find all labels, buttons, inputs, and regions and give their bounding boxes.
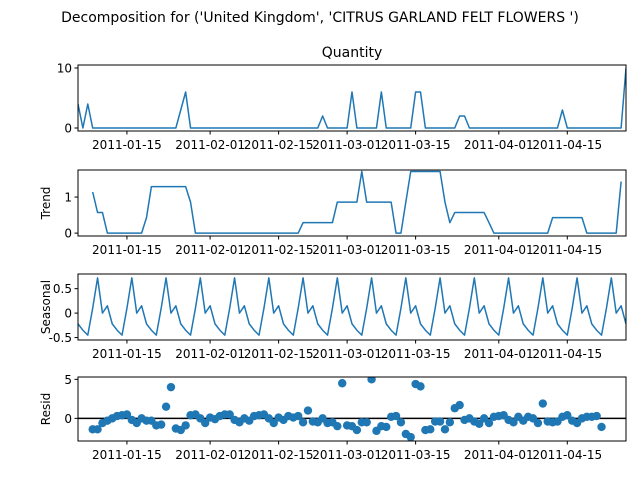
x-tick-label: 2011-02-15 [244, 347, 314, 361]
plot-area [78, 377, 626, 441]
resid-point [416, 382, 425, 391]
y-axis-label: Resid [39, 393, 53, 425]
resid-point [475, 419, 484, 429]
x-tick-label: 2011-03-15 [381, 347, 451, 361]
resid-point [201, 418, 210, 428]
resid-point [122, 410, 132, 419]
plot-area [91, 170, 622, 234]
x-tick-label: 2011-01-15 [92, 243, 162, 257]
x-tick-label: 2011-03-01 [312, 138, 382, 152]
resid-point [367, 377, 376, 384]
resid-point [93, 425, 102, 434]
y-tick-label: 0.5 [53, 282, 72, 296]
resid-point [509, 418, 518, 427]
x-tick-label: 2011-04-15 [532, 138, 602, 152]
resid-point [396, 418, 406, 427]
x-tick-label: 2011-03-01 [312, 243, 382, 257]
series-line [91, 170, 622, 234]
resid-point [406, 432, 415, 441]
resid-point [440, 425, 450, 434]
y-tick-label: 0 [64, 307, 72, 321]
x-tick-label: 2011-02-01 [175, 138, 245, 152]
resid-point [293, 411, 303, 421]
axes-frame [77, 273, 627, 341]
x-tick-label: 2011-02-15 [244, 448, 314, 462]
resid-point [538, 399, 548, 408]
resid-point [303, 406, 313, 415]
resid-point [445, 418, 455, 427]
y-tick-label: -0.5 [49, 331, 72, 345]
resid-point [533, 418, 543, 428]
resid-point [563, 411, 572, 420]
x-tick-label: 2011-02-01 [175, 243, 245, 257]
resid-point [333, 421, 342, 431]
x-tick-label: 2011-02-15 [244, 243, 314, 257]
resid-point [225, 410, 234, 419]
x-tick-label: 2011-03-15 [381, 243, 451, 257]
resid-point [484, 418, 494, 428]
y-tick-label: 0 [64, 412, 72, 426]
resid-point [338, 379, 347, 388]
series-line [78, 277, 626, 336]
series-line [78, 67, 626, 129]
resid-point [455, 400, 464, 410]
y-tick-label: 10 [57, 62, 72, 76]
resid-point [426, 425, 435, 434]
y-tick-label: 5 [64, 373, 72, 387]
x-tick-label: 2011-02-01 [175, 448, 245, 462]
x-tick-label: 2011-03-15 [381, 138, 451, 152]
plot-area [78, 67, 626, 129]
resid-point [161, 402, 171, 411]
x-tick-label: 2011-01-15 [92, 347, 162, 361]
x-tick-label: 2011-04-01 [464, 138, 534, 152]
resid-point [166, 382, 176, 392]
x-tick-label: 2011-04-15 [532, 448, 602, 462]
plot-area [78, 277, 626, 336]
panel-title: Quantity [322, 45, 383, 61]
resid-point [156, 420, 166, 429]
resid-point [298, 418, 308, 427]
x-tick-label: 2011-04-01 [464, 243, 534, 257]
x-tick-label: 2011-02-01 [175, 347, 245, 361]
axes-frame [77, 64, 627, 132]
resid-point [391, 411, 401, 421]
axes-frame [77, 376, 627, 442]
resid-point [597, 422, 606, 432]
x-tick-label: 2011-04-15 [532, 243, 602, 257]
y-tick-label: 0 [64, 122, 72, 136]
panel-1: Quantity 0 10 2011-01-15 2011-02-012011-02-1… [57, 45, 627, 152]
x-tick-label: 2011-01-15 [92, 448, 162, 462]
resid-point [181, 421, 190, 430]
x-tick-label: 2011-04-01 [464, 347, 534, 361]
y-tick-label: 1 [64, 191, 72, 205]
x-tick-label: 2011-04-15 [532, 347, 602, 361]
x-tick-label: 2011-02-15 [244, 138, 314, 152]
resid-point [435, 417, 445, 426]
resid-point [352, 425, 362, 435]
x-tick-label: 2011-03-01 [312, 347, 382, 361]
y-tick-label: 0 [64, 227, 72, 241]
axes-frame [77, 169, 627, 237]
x-tick-label: 2011-03-15 [381, 448, 451, 462]
y-axis-label: Seasonal [39, 280, 53, 334]
resid-point [382, 422, 391, 432]
resid-point [269, 418, 278, 428]
x-tick-label: 2011-03-01 [312, 448, 382, 462]
y-axis-label: Trend [39, 187, 53, 221]
x-tick-label: 2011-01-15 [92, 138, 162, 152]
resid-point [362, 418, 371, 427]
figure-title: Decomposition for ('United Kingdom', 'CI… [61, 10, 579, 26]
resid-point [592, 411, 601, 421]
x-tick-label: 2011-04-01 [464, 448, 534, 462]
